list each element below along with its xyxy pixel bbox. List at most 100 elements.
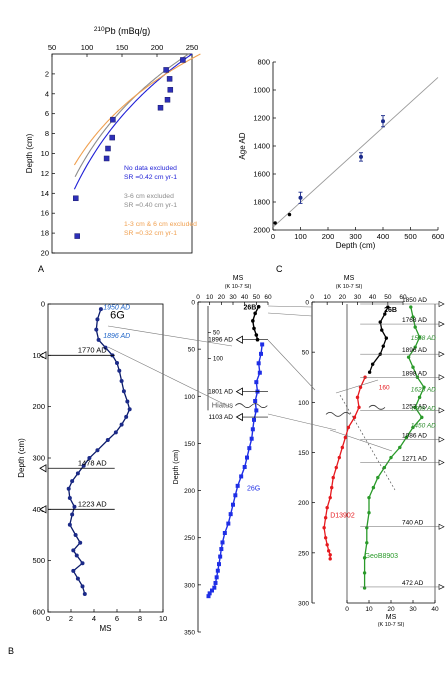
panel-b-middle-xtick-label: 40 — [241, 294, 249, 301]
panel-b-middle-26b-label: 26B — [243, 305, 256, 312]
panel-b-left-data-point — [78, 540, 83, 545]
panel-b-right-hiatus-mark — [325, 411, 351, 417]
panel-b-right-bottom-xtick-label: 30 — [409, 606, 417, 613]
panel-b-left-data-point — [73, 533, 78, 537]
panel-a-ytick-label: 20 — [41, 249, 49, 258]
panel-b-right-26b-point — [381, 344, 385, 348]
panel-b-correlation-line — [267, 312, 313, 317]
panel-b-middle-26g-point — [257, 370, 262, 375]
panel-b-left-data-point — [115, 361, 119, 366]
panel-b-right-d13902-point — [358, 385, 363, 389]
panel-b-left-data-point — [119, 379, 124, 383]
panel-b-middle-26g-point — [242, 465, 247, 469]
panel-b-middle-26g-point — [256, 361, 261, 366]
panel-a-data-point — [105, 145, 111, 152]
panel-b-right-geob8903-point — [398, 445, 402, 450]
panel-b-middle-xtick-label: 10 — [206, 294, 214, 301]
panel-b-right-d13902-point — [322, 526, 326, 530]
panel-b-left-data-point — [81, 463, 86, 468]
panel-b-middle-26g-point — [254, 380, 259, 385]
panel-b-middle-date-label: 1896 AD — [208, 337, 233, 344]
panel-b-left-core-label: 6G — [110, 309, 125, 321]
panel-a-fit-curve — [73, 53, 201, 166]
panel-c-ytick-label: 1200 — [253, 114, 270, 123]
panel-b-middle-26g-point — [219, 547, 224, 552]
panel-c-xtick-label: 100 — [294, 232, 307, 241]
panel-b-middle-26b-point — [254, 333, 259, 337]
panel-b-right-top-xtick-label: 20 — [339, 294, 347, 301]
panel-b-right-date-arrow — [438, 321, 445, 328]
panel-b-left-date-label: 1770 AD — [78, 345, 107, 354]
panel-b-right-d13902-point — [331, 475, 335, 480]
panel-b-middle-26g-point — [260, 342, 265, 347]
panel-b-right-date-label: 472 AD — [402, 580, 424, 587]
panel-b-left-data-point — [80, 584, 85, 589]
panel-b-left-xtick-label: 10 — [159, 614, 167, 623]
panel-b-right-d13902-label: D13902 — [330, 513, 355, 520]
panel-b-right-26b-label: 26B — [384, 307, 397, 314]
panel-b-middle-26g-point — [214, 575, 219, 580]
panel-b-right-green-date-label: 1625 AD — [411, 386, 436, 393]
panel-b-middle-26g-point — [245, 455, 249, 460]
panel-b-right-26b-line — [368, 306, 389, 373]
panel-a-fit-curve — [73, 53, 193, 190]
panel-c-ylabel: Age AD — [238, 132, 247, 159]
panel-c-xtick-label: 600 — [432, 232, 445, 241]
panel-b-right-d13902-point — [357, 405, 361, 410]
panel-b-left-data-point — [75, 576, 80, 581]
panel-b-right-date-arrow — [438, 351, 445, 358]
panel-b-middle-26g-point — [235, 483, 240, 488]
panel-b-middle-26g-point — [213, 580, 218, 585]
panel-b-right-date-label: 1850 AD — [402, 297, 427, 304]
panel-b-right-geob8903-point — [413, 405, 417, 410]
panel-c-trend-line — [272, 77, 439, 228]
panel-b-middle-xtick-label: 50 — [253, 294, 261, 301]
panel-b-left-date-arrow — [39, 505, 47, 514]
panel-b-right-date-arrow — [438, 583, 445, 590]
panel-a-xlabel-main: Pb (mBq/g) — [105, 26, 151, 36]
panel-b-left-data-point — [75, 471, 80, 476]
panel-b-middle-ytick-label: 150 — [184, 441, 195, 448]
panel-a-legend-name: No data excluded — [124, 165, 177, 172]
panel-b-right-date-label: 1253 AD — [402, 403, 427, 410]
panel-b-middle-date-arrow — [235, 387, 243, 396]
panel-b-correlation-line — [329, 429, 393, 452]
panel-b-right-bottom-xtick-label: 20 — [387, 606, 395, 613]
panel-b-middle-ytick-label: 300 — [184, 582, 195, 589]
panel-b-right-geob8903-line — [363, 306, 425, 588]
panel-b-correlation-line — [267, 413, 337, 431]
panel-b-right-d13902-point — [323, 536, 328, 540]
panel-b-right-geob8903-point — [413, 345, 417, 349]
panel-b-right-date-label: 740 AD — [402, 520, 424, 527]
panel-b-right-date-label: 1898 AD — [402, 370, 427, 377]
panel-b-left-xtick-label: 6 — [115, 614, 119, 623]
panel-b-left-data-point — [117, 368, 122, 373]
panel-b-right-26b-point — [378, 320, 382, 324]
panel-a-data-point — [167, 87, 174, 93]
panel-b-right-geob8903-point — [367, 495, 371, 500]
panel-b-right-date-arrow — [438, 407, 445, 414]
panel-b-left-data-point — [125, 399, 130, 404]
panel-a-xtick-label: 100 — [81, 43, 94, 52]
panel-c-xtick-label: 400 — [377, 232, 390, 241]
panel-b-left-xlabel: MS — [100, 624, 112, 633]
panel-c-xtick-label: 0 — [271, 232, 275, 241]
panel-b-right-d13902-point — [346, 425, 351, 430]
panel-b-right-26b-point — [367, 370, 372, 374]
panel-a-data-point — [157, 104, 164, 111]
panel-b-middle-26b-point — [253, 311, 257, 316]
panel-b-middle-26g-point — [249, 436, 254, 441]
panel-a-xtick-label: 200 — [151, 43, 164, 52]
panel-b-right-26b-point — [383, 312, 387, 316]
panel-b-middle-hiatus-mark — [235, 403, 268, 408]
panel-b-left-ytick-label: 0 — [41, 300, 45, 309]
panel-b-middle-26g-point — [254, 408, 259, 413]
panel-b-right-date-arrow — [438, 436, 445, 443]
panel-b-middle-ytick-label: 50 — [188, 347, 196, 354]
panel-b-correlation-line — [107, 346, 233, 409]
panel-b-middle-xlabel-unit: (K 10-7 SI) — [225, 284, 252, 290]
panel-b-right-date-label: 1271 AD — [402, 456, 427, 463]
panel-b-right-date-arrow — [438, 301, 445, 307]
panel-b-middle-26b-point — [252, 326, 256, 331]
panel-b-left-ytick-label: 500 — [32, 556, 45, 565]
